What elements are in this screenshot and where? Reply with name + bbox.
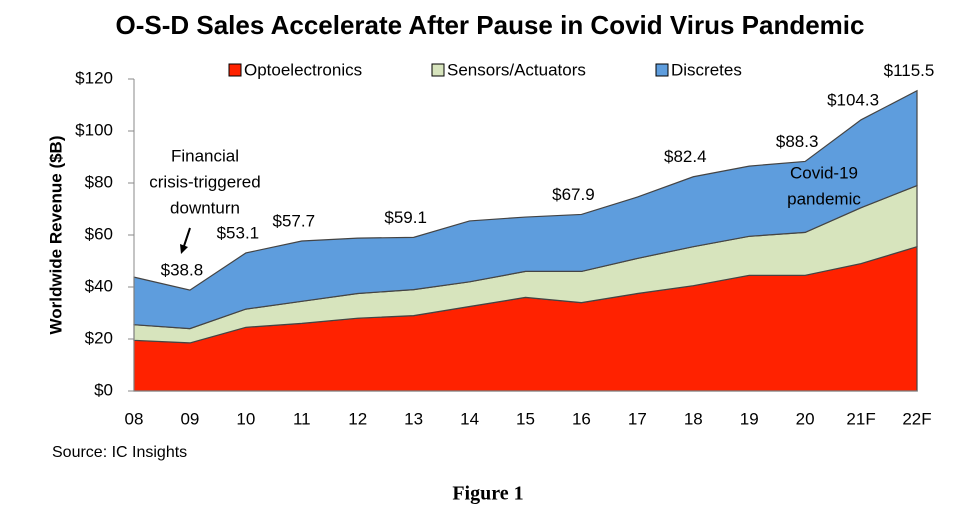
- y-tick-label: $80: [85, 172, 113, 191]
- y-tick-label: $120: [75, 68, 113, 87]
- x-tick-label: 22F: [902, 409, 931, 428]
- arrow-head: [180, 244, 188, 254]
- total-label: $53.1: [217, 223, 260, 242]
- x-tick-label: 16: [572, 409, 591, 428]
- legend-label: Sensors/Actuators: [447, 60, 586, 79]
- x-tick-label: 13: [404, 409, 423, 428]
- x-tick-label: 21F: [846, 409, 875, 428]
- total-label: $82.4: [664, 147, 707, 166]
- total-label: $38.8: [161, 261, 204, 280]
- x-tick-label: 12: [348, 409, 367, 428]
- y-axis-label: Worldwide Revenue ($B): [46, 136, 65, 335]
- arrow: [183, 227, 191, 247]
- x-tick-label: 18: [684, 409, 703, 428]
- source: Source: IC Insights: [52, 444, 187, 461]
- total-label: $67.9: [552, 185, 595, 204]
- annotation: Financial: [171, 146, 239, 165]
- legend-label: Discretes: [671, 60, 742, 79]
- total-label: $104.3: [827, 90, 879, 109]
- x-tick-label: 17: [628, 409, 647, 428]
- y-tick-label: $0: [94, 380, 113, 399]
- annotation: pandemic: [787, 189, 861, 208]
- area: [133, 89, 918, 330]
- x-tick-label: 14: [460, 409, 479, 428]
- x-tick-label: 08: [125, 409, 144, 428]
- x-tick-label: 20: [796, 409, 815, 428]
- x-tick-label: 15: [516, 409, 535, 428]
- x-tick-label: 09: [180, 409, 199, 428]
- x-tick-label: 19: [740, 409, 759, 428]
- x-tick-label: 11: [293, 409, 311, 428]
- caption: Figure 1: [452, 483, 523, 505]
- legend-swatch: [228, 63, 242, 77]
- total-label: $57.7: [273, 211, 316, 230]
- annotation: downturn: [170, 198, 240, 217]
- legend-swatch: [431, 63, 445, 77]
- y-tick-label: $20: [85, 328, 113, 347]
- y-tick-label: $40: [85, 276, 113, 295]
- legend-swatch: [655, 63, 669, 77]
- annotation: Covid-19: [790, 163, 858, 182]
- annotation: crisis-triggered: [149, 172, 260, 191]
- total-label: $115.5: [884, 61, 935, 80]
- total-label: $59.1: [384, 208, 427, 227]
- total-label: $88.3: [776, 132, 819, 151]
- y-tick-label: $100: [75, 120, 113, 139]
- legend-label: Optoelectronics: [244, 60, 362, 79]
- y-tick-label: $60: [85, 224, 113, 243]
- chart-title: O-S-D Sales Accelerate After Pause in Co…: [116, 10, 865, 40]
- x-tick-label: 10: [236, 409, 255, 428]
